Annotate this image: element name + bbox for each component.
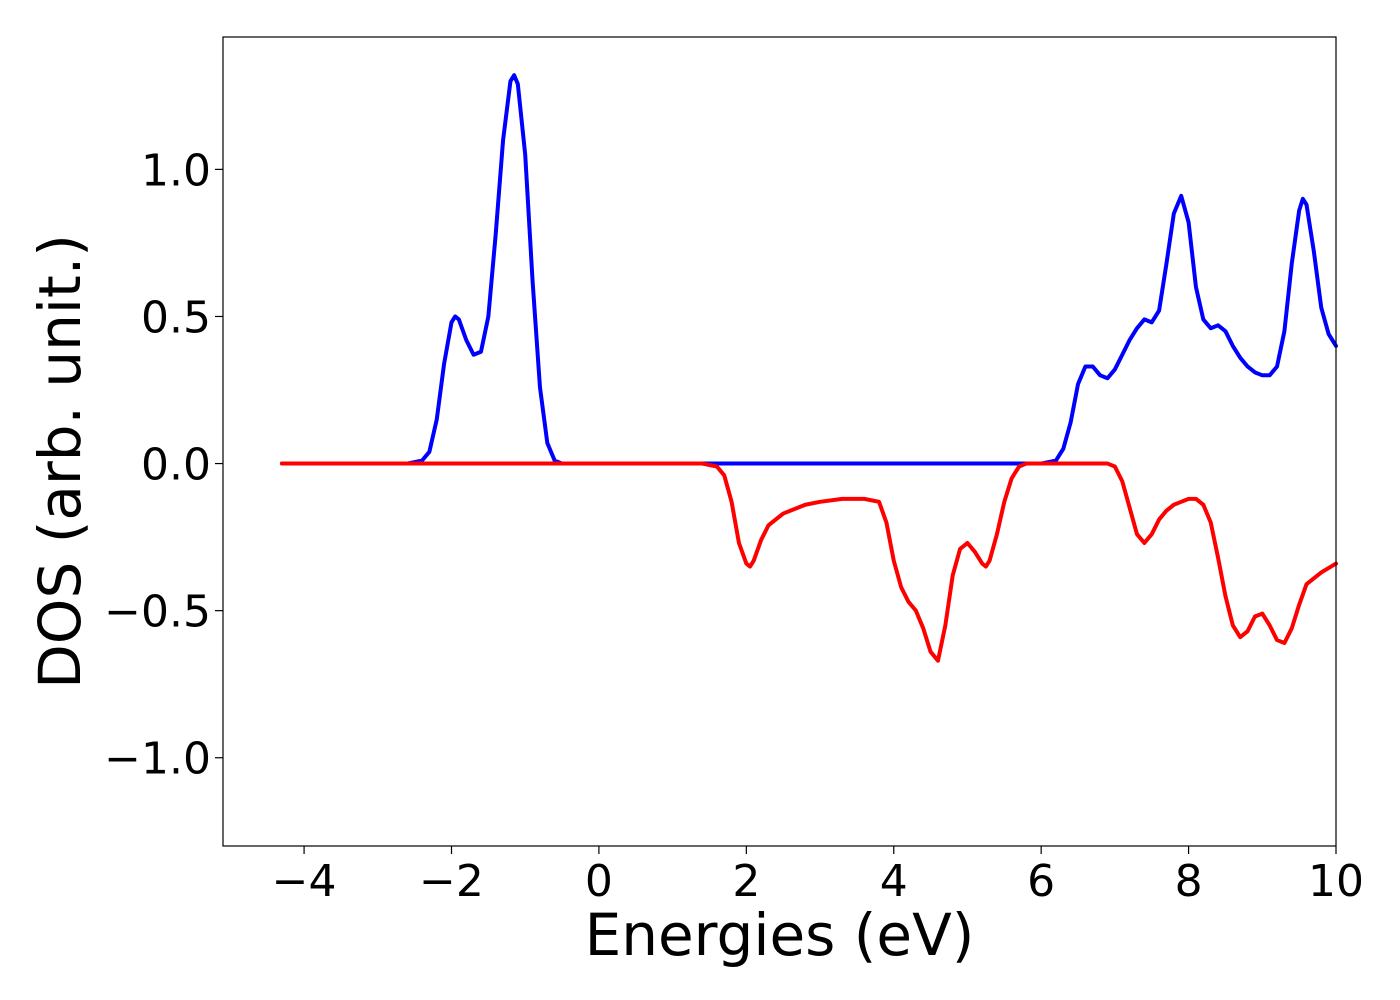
y-tick-label: 1.0 (141, 145, 211, 196)
series-line-1 (279, 73, 1338, 466)
x-tick-label: 8 (1175, 856, 1203, 907)
y-tick-label: −0.5 (104, 587, 211, 638)
y-tick-label: 0.0 (141, 440, 211, 491)
y-tick-label: −1.0 (104, 734, 211, 785)
x-axis-ticks: −4 −2 0 2 4 6 8 10 (272, 846, 1364, 907)
x-tick-label: 10 (1308, 856, 1364, 907)
y-tick-label: 0.5 (141, 292, 211, 343)
x-tick-label: 4 (880, 856, 908, 907)
x-axis-label: Energies (eV) (585, 901, 975, 969)
series-line-2 (279, 461, 1338, 663)
x-tick-label: −2 (419, 856, 484, 907)
y-axis-ticks: −1.0 −0.5 0.0 0.5 1.0 (104, 145, 223, 785)
y-axis-label: DOS (arb. unit.) (26, 234, 94, 689)
x-tick-label: 0 (585, 856, 613, 907)
plot-area (279, 73, 1338, 663)
x-tick-label: 6 (1027, 856, 1055, 907)
x-tick-label: 2 (732, 856, 760, 907)
axes-frame (222, 36, 1337, 847)
x-tick-label: −4 (272, 856, 337, 907)
